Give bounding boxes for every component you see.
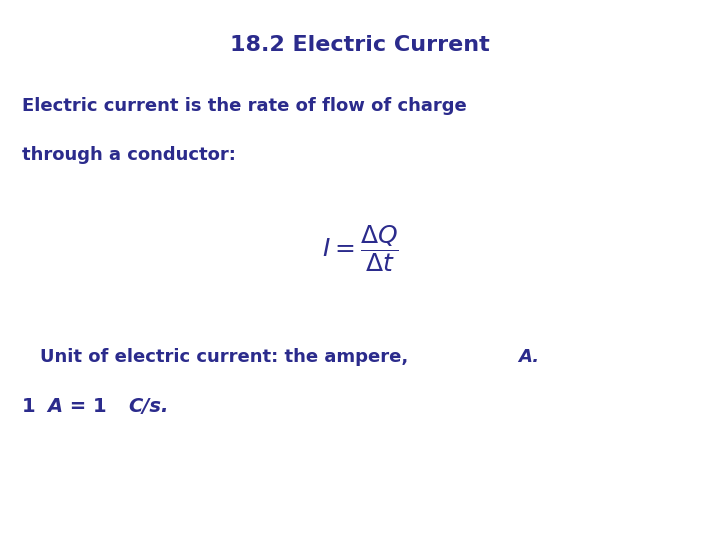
Text: through a conductor:: through a conductor: [22,146,235,164]
Text: A.: A. [518,348,539,366]
Text: = 1: = 1 [63,397,114,416]
Text: C/s.: C/s. [128,397,168,416]
Text: 18.2 Electric Current: 18.2 Electric Current [230,35,490,55]
Text: A: A [47,397,62,416]
Text: 1: 1 [22,397,42,416]
Text: $I = \dfrac{\Delta Q}{\Delta t}$: $I = \dfrac{\Delta Q}{\Delta t}$ [322,223,398,274]
Text: Unit of electric current: the ampere,: Unit of electric current: the ampere, [40,348,414,366]
Text: Electric current is the rate of flow of charge: Electric current is the rate of flow of … [22,97,467,115]
